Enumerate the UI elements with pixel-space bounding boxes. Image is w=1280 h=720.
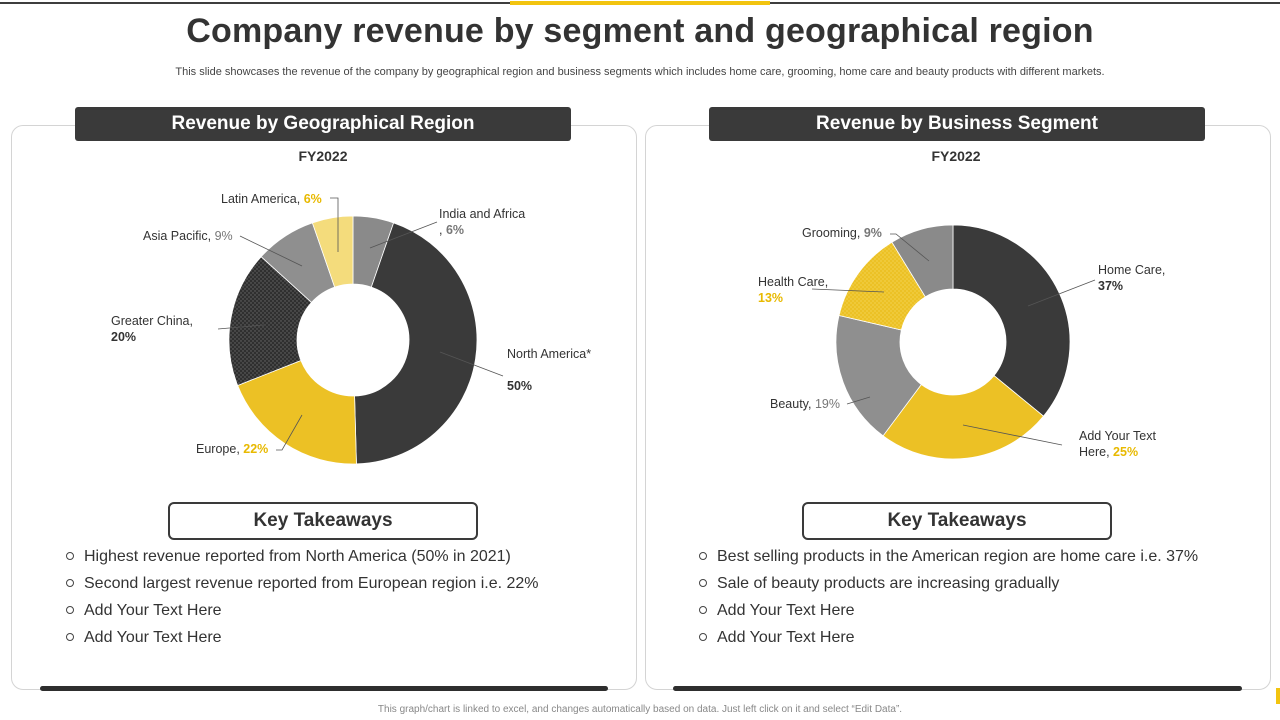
slice-home-care[interactable]: [952, 224, 1071, 417]
list-item: Add Your Text Here: [699, 627, 1198, 654]
segment-donut-chart[interactable]: [835, 224, 1071, 460]
label-home-care-value: 37%: [1098, 279, 1123, 293]
list-item: Add Your Text Here: [66, 627, 539, 654]
segment-chart-year: FY2022: [931, 148, 981, 164]
label-india-africa: India and Africa: [439, 207, 525, 221]
geo-panel-header: Revenue by Geographical Region: [75, 107, 571, 141]
leader-lines: [217, 197, 1096, 451]
segment-takeaways-list: Best selling products in the American re…: [699, 546, 1198, 654]
slice-north-america[interactable]: [354, 222, 478, 465]
footer-note: This graph/chart is linked to excel, and…: [377, 704, 903, 715]
label-add-text: Add Your Text: [1079, 429, 1156, 443]
list-item: Add Your Text Here: [66, 600, 539, 627]
slice-labels: Latin America, 6% India and Africa , 6% …: [111, 192, 1165, 459]
geo-panel-bottom-bar: [40, 686, 608, 691]
geo-chart-year: FY2022: [298, 148, 348, 164]
label-grooming: Grooming, 9%: [802, 226, 882, 240]
label-north-america-value: 50%: [507, 379, 532, 393]
list-item: Sale of beauty products are increasing g…: [699, 573, 1198, 600]
slice-greater-china[interactable]: [228, 256, 313, 386]
list-item: Highest revenue reported from North Amer…: [66, 546, 539, 573]
segment-key-takeaways-title: Key Takeaways: [802, 502, 1112, 540]
label-beauty: Beauty, 19%: [770, 397, 840, 411]
label-asia-pacific: Asia Pacific, 9%: [143, 229, 233, 243]
corner-accent-bar: [1276, 688, 1280, 704]
page-subtitle: This slide showcases the revenue of the …: [175, 66, 1105, 78]
label-europe: Europe, 22%: [196, 442, 268, 456]
geo-takeaways-list: Highest revenue reported from North Amer…: [66, 546, 539, 654]
list-item: Add Your Text Here: [699, 600, 1198, 627]
label-health-care-value: 13%: [758, 291, 783, 305]
label-greater-china: Greater China,: [111, 314, 193, 328]
slice-europe[interactable]: [237, 360, 357, 465]
label-india-africa-value: , 6%: [439, 223, 464, 237]
slice-latin-america[interactable]: [311, 215, 354, 288]
geo-key-takeaways-title: Key Takeaways: [168, 502, 478, 540]
label-add-text-value: Here, 25%: [1079, 445, 1138, 459]
page-title: Company revenue by segment and geographi…: [186, 12, 1094, 50]
list-item: Best selling products in the American re…: [699, 546, 1198, 573]
segment-panel-header: Revenue by Business Segment: [709, 107, 1205, 141]
slice-add-your-text-here[interactable]: [882, 375, 1045, 460]
top-accent-bar: [510, 1, 770, 5]
label-latin-america: Latin America, 6%: [221, 192, 322, 206]
geo-donut-chart[interactable]: [228, 215, 478, 465]
segment-panel-bottom-bar: [673, 686, 1242, 691]
list-item: Second largest revenue reported from Eur…: [66, 573, 539, 600]
slice-beauty[interactable]: [835, 314, 922, 437]
label-home-care: Home Care,: [1098, 263, 1165, 277]
label-health-care: Health Care,: [758, 275, 828, 289]
label-north-america: North America*: [507, 347, 591, 361]
label-greater-china-value: 20%: [111, 330, 136, 344]
